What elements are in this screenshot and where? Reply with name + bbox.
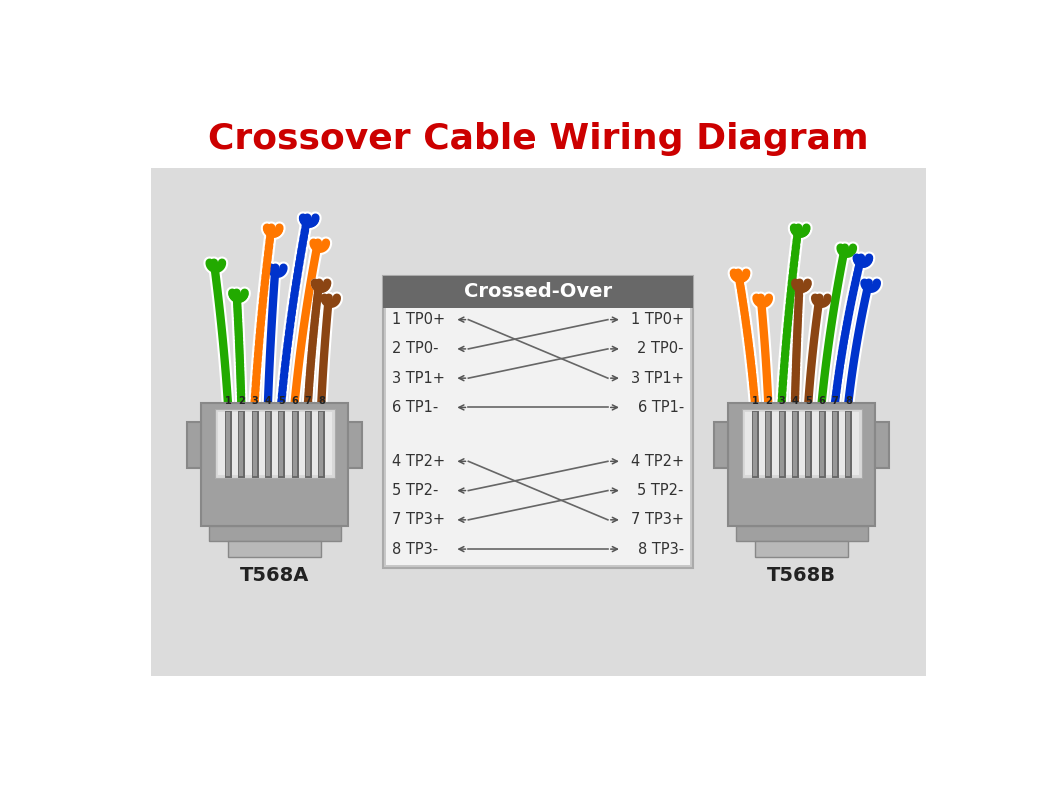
Text: 5 TP2-: 5 TP2- — [637, 483, 684, 498]
Text: 3: 3 — [778, 396, 785, 406]
Bar — [876, 422, 889, 468]
Bar — [755, 541, 848, 557]
Text: 1 TP0+: 1 TP0+ — [393, 312, 445, 327]
Text: 4: 4 — [265, 396, 271, 406]
Text: 6: 6 — [291, 396, 298, 406]
Text: 2 TP0-: 2 TP0- — [393, 341, 439, 356]
Text: 7 TP3+: 7 TP3+ — [631, 513, 684, 528]
Text: 3 TP1+: 3 TP1+ — [393, 371, 445, 386]
Bar — [383, 276, 693, 308]
Text: 1 TP0+: 1 TP0+ — [631, 312, 684, 327]
Text: 7: 7 — [304, 396, 312, 406]
Text: 6 TP1-: 6 TP1- — [637, 400, 684, 415]
Text: Crossover Cable Wiring Diagram: Crossover Cable Wiring Diagram — [208, 122, 868, 156]
Text: 4 TP2+: 4 TP2+ — [631, 453, 684, 468]
Text: 7 TP3+: 7 TP3+ — [393, 513, 445, 528]
Text: 1: 1 — [225, 396, 231, 406]
Text: 6 TP1-: 6 TP1- — [393, 400, 439, 415]
Bar — [349, 422, 362, 468]
Bar — [386, 308, 690, 566]
Text: 5: 5 — [805, 396, 812, 406]
Text: Crossed-Over: Crossed-Over — [464, 282, 612, 302]
Bar — [228, 541, 321, 557]
Text: 3: 3 — [251, 396, 258, 406]
Text: 1: 1 — [752, 396, 758, 406]
Bar — [217, 412, 332, 475]
Bar — [214, 409, 335, 478]
Text: 5 TP2-: 5 TP2- — [393, 483, 439, 498]
Bar — [383, 276, 693, 568]
Text: 2: 2 — [238, 396, 245, 406]
Text: 8: 8 — [845, 396, 852, 406]
Bar — [201, 403, 349, 526]
Text: T568A: T568A — [240, 566, 310, 585]
Bar — [744, 412, 859, 475]
Bar — [741, 409, 862, 478]
Text: 3 TP1+: 3 TP1+ — [631, 371, 684, 386]
Text: 6: 6 — [818, 396, 825, 406]
Text: 7: 7 — [832, 396, 838, 406]
Text: 8: 8 — [318, 396, 324, 406]
Text: 4: 4 — [792, 396, 798, 406]
Text: 8 TP3-: 8 TP3- — [393, 542, 439, 557]
Bar — [714, 422, 728, 468]
Text: T568B: T568B — [768, 566, 836, 585]
Bar — [187, 422, 201, 468]
Bar — [209, 526, 340, 541]
Bar — [736, 526, 867, 541]
Text: 2 TP0-: 2 TP0- — [637, 341, 684, 356]
Text: 2: 2 — [764, 396, 772, 406]
Text: 5: 5 — [278, 396, 285, 406]
Bar — [150, 168, 926, 676]
Text: 8 TP3-: 8 TP3- — [637, 542, 684, 557]
Bar — [728, 403, 876, 526]
Text: 4 TP2+: 4 TP2+ — [393, 453, 445, 468]
